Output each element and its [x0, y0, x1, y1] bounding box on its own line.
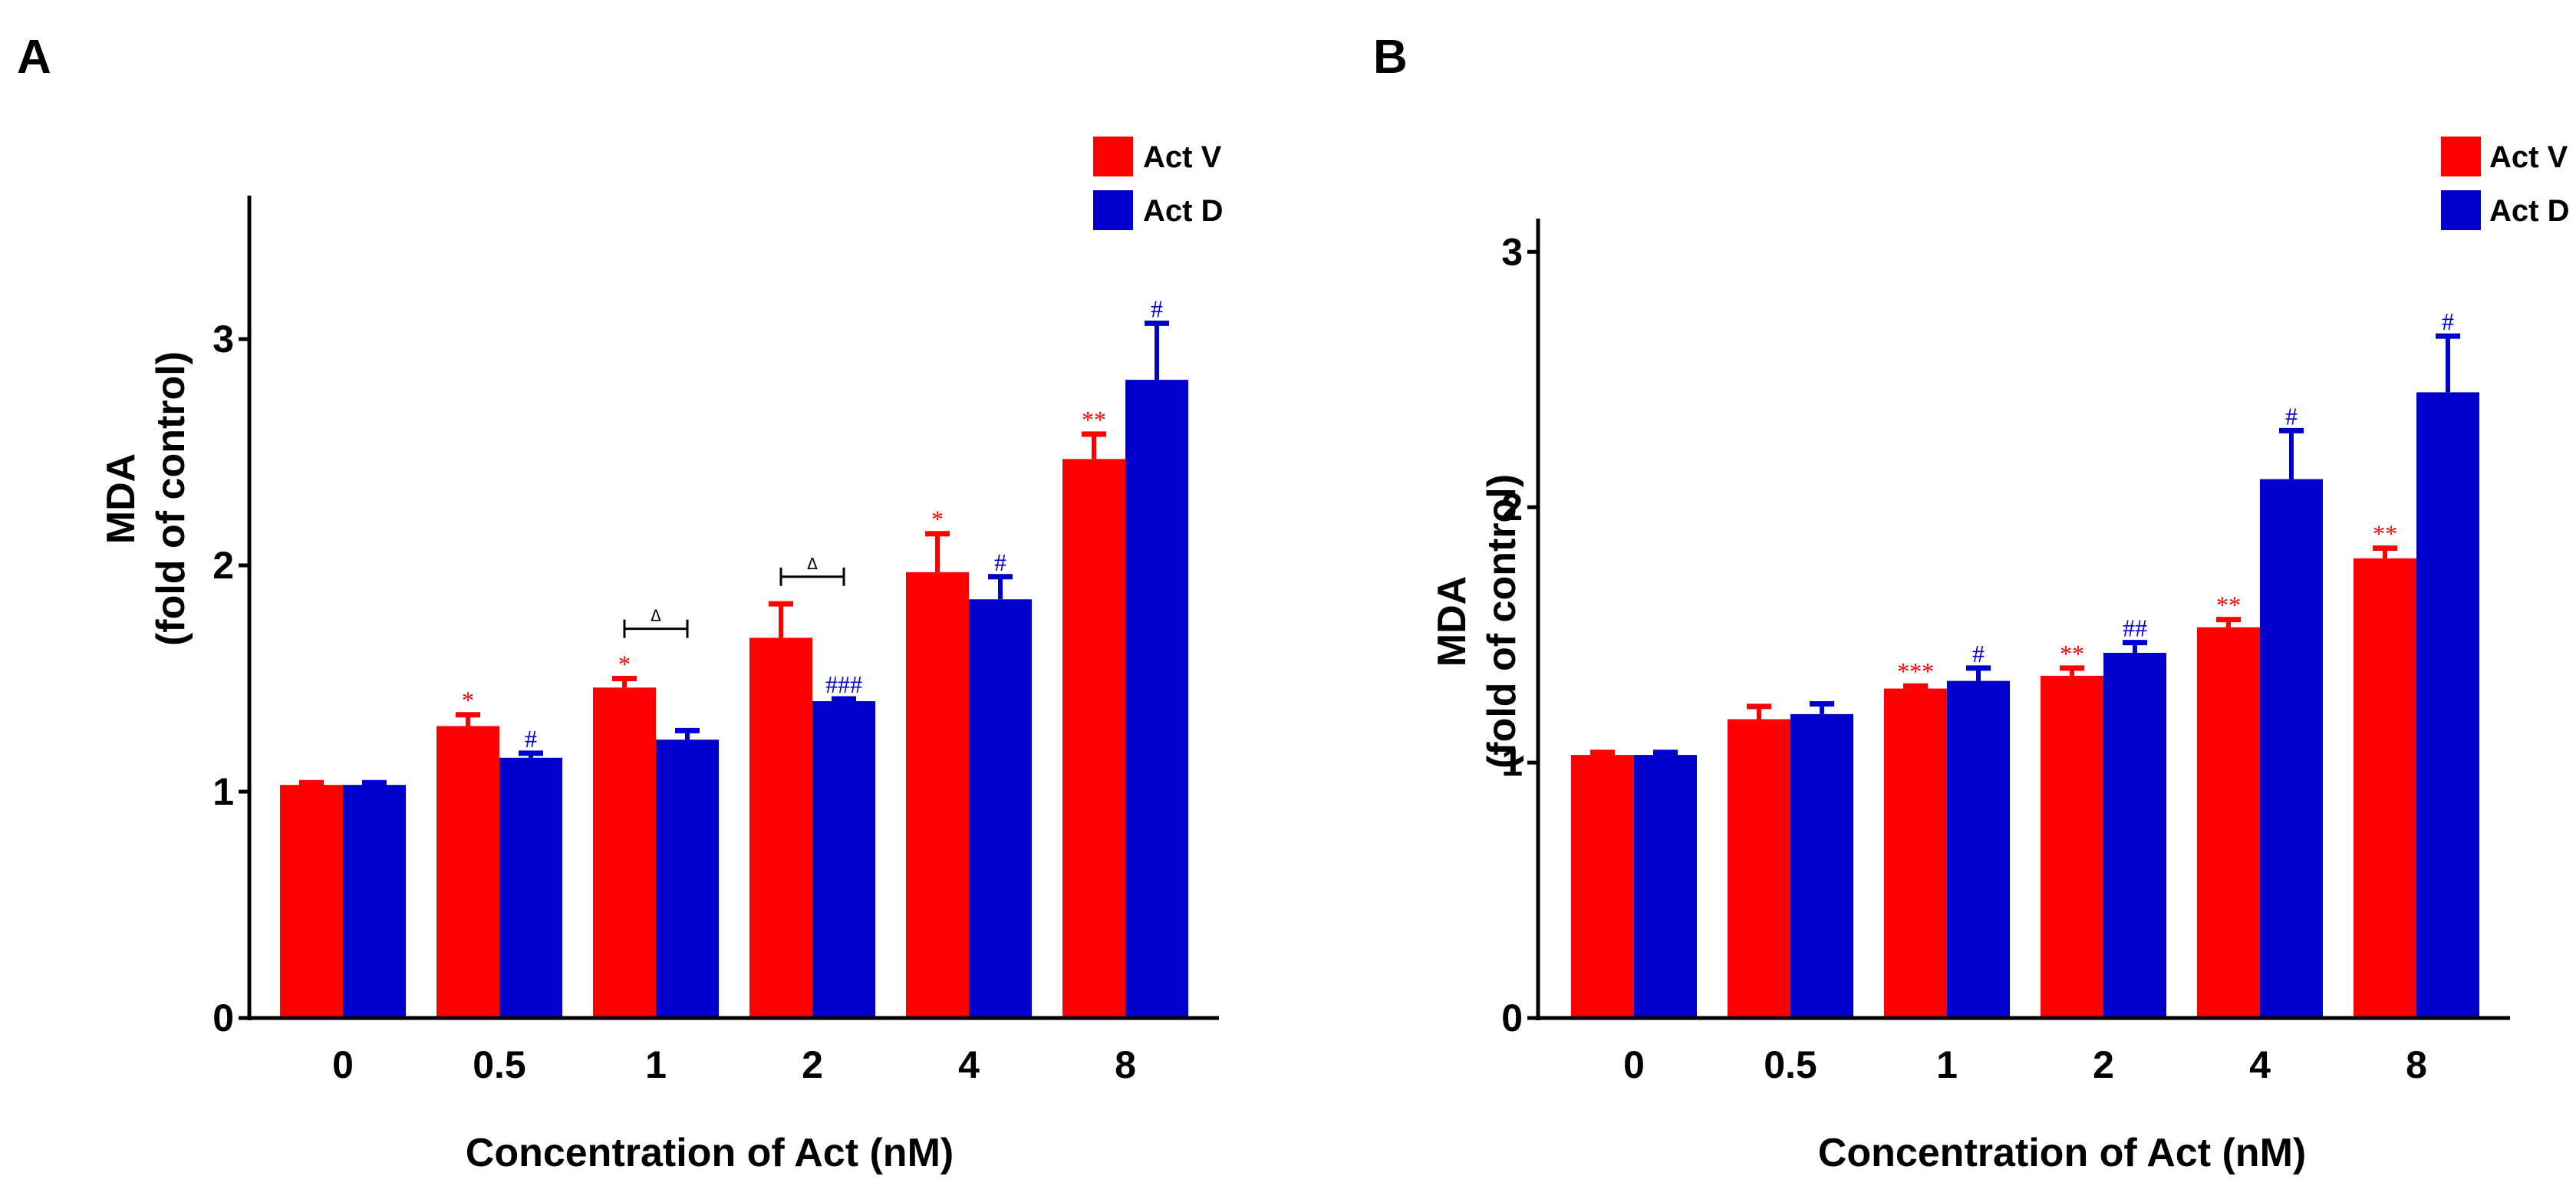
panel-a-xtick-label-1: 1 — [645, 1043, 667, 1086]
panel-a-sig-act-d-4: # — [994, 549, 1006, 576]
panel-b-ytick-label-1: 1 — [1501, 741, 1523, 784]
panel-b-bar-act-d-8 — [2416, 392, 2479, 1018]
panel-b-xtick-label-4: 4 — [2249, 1043, 2271, 1086]
panel-a-bar-act-d-0 — [343, 785, 406, 1018]
panel-a-sig-act-v-8: ** — [1082, 406, 1106, 433]
panel-a-ytick-label-3: 3 — [212, 318, 234, 361]
panel-a-bar-act-v-1 — [593, 687, 656, 1018]
panel-b: B MDA (fold of control) Concentration of… — [1373, 31, 2569, 1175]
panel-b-bar-act-d-0.5 — [1790, 713, 1853, 1018]
panel-b-sig-act-v-4: ** — [2216, 591, 2241, 619]
panel-b-bar-act-v-0 — [1571, 755, 1634, 1018]
panel-a-bar-act-d-2 — [812, 701, 875, 1018]
panel-b-xlabel: Concentration of Act (nM) — [1818, 1131, 2306, 1175]
panel-a-legend-swatch-1 — [1093, 190, 1133, 230]
panel-b-xtick-label-2: 2 — [2093, 1043, 2114, 1086]
panel-b-bar-act-d-4 — [2260, 479, 2323, 1018]
panel-a-bracket-0-label: Δ — [651, 607, 661, 625]
panel-b-ylabel-line2: (fold of control) — [1480, 474, 1524, 769]
panel-b-bar-act-v-2 — [2041, 675, 2103, 1018]
panel-a-bar-act-v-0 — [280, 785, 343, 1018]
panel-a-bar-act-v-0.5 — [436, 726, 499, 1018]
panel-b-ytick-label-2: 2 — [1501, 486, 1523, 529]
panel-b-legend-swatch-1 — [2441, 190, 2481, 230]
panel-a-bar-act-v-2 — [749, 637, 812, 1018]
panel-b-bar-act-v-1 — [1884, 688, 1947, 1018]
panel-a-bar-act-d-4 — [969, 599, 1032, 1018]
panel-a-xtick-label-2: 2 — [802, 1043, 823, 1086]
panel-a-ytick-label-1: 1 — [212, 770, 234, 813]
panel-b-sig-act-d-1: # — [1972, 640, 1985, 667]
panel-a-ylabel-line2: (fold of control) — [149, 351, 193, 646]
panel-a-sig-act-d-0.5: # — [525, 725, 537, 753]
panel-a-bar-act-d-1 — [656, 740, 719, 1018]
panel-b-sig-act-v-2: ** — [2060, 640, 2084, 667]
panel-a-bracket-1-label: Δ — [807, 555, 818, 573]
panel-a-bar-act-d-0.5 — [499, 757, 562, 1018]
panel-b-sig-act-d-8: # — [2442, 308, 2454, 335]
panel-b-xtick-label-8: 8 — [2406, 1043, 2427, 1086]
panel-b-sig-act-d-4: # — [2285, 402, 2298, 430]
panel-b-ytick-label-3: 3 — [1501, 230, 1523, 273]
panel-a-sig-act-d-8: # — [1151, 295, 1163, 322]
panel-a-bar-act-v-4 — [906, 572, 969, 1018]
panel-a-xtick-label-0.5: 0.5 — [473, 1043, 526, 1086]
panel-b-xtick-label-0.5: 0.5 — [1764, 1043, 1817, 1086]
panel-a-bar-act-d-8 — [1125, 380, 1188, 1019]
panel-b-legend-swatch-0 — [2441, 137, 2481, 176]
panel-b-bar-act-v-8 — [2354, 558, 2416, 1018]
panel-b-sig-act-d-2: ## — [2123, 614, 2147, 642]
panel-b-bar-act-d-1 — [1947, 680, 2010, 1018]
panel-a-letter: A — [17, 31, 51, 84]
panel-a: A MDA (fold of control) Concentration of… — [17, 31, 1223, 1175]
panel-a-xtick-label-4: 4 — [958, 1043, 980, 1086]
panel-a-ytick-label-2: 2 — [212, 544, 234, 587]
panel-b-bar-act-v-0.5 — [1728, 719, 1790, 1018]
panel-b-sig-act-v-8: ** — [2373, 519, 2397, 547]
panel-a-xtick-label-8: 8 — [1115, 1043, 1136, 1086]
panel-a-legend-label-1: Act D — [1143, 194, 1223, 228]
panel-b-xtick-label-0: 0 — [1623, 1043, 1645, 1086]
panel-a-xlabel: Concentration of Act (nM) — [466, 1131, 954, 1175]
panel-a-xtick-label-0: 0 — [332, 1043, 354, 1086]
panel-b-legend-label-0: Act V — [2489, 140, 2568, 174]
panel-b-ylabel-line1: MDA — [1430, 576, 1474, 667]
panel-b-bar-act-d-2 — [2103, 652, 2166, 1018]
panel-a-ytick-label-0: 0 — [212, 997, 234, 1039]
panel-b-bar-act-v-4 — [2197, 627, 2260, 1018]
panel-b-ytick-label-0: 0 — [1501, 997, 1523, 1039]
panel-b-legend-label-1: Act D — [2489, 194, 2569, 228]
panel-a-sig-act-v-1: * — [618, 651, 631, 678]
panel-a-sig-act-v-4: * — [931, 506, 944, 533]
panel-b-letter: B — [1373, 31, 1408, 84]
panel-a-sig-act-v-0.5: * — [462, 687, 474, 714]
panel-a-legend-label-0: Act V — [1143, 140, 1222, 174]
panel-b-sig-act-v-1: *** — [1897, 657, 1934, 685]
panel-a-ylabel-line1: MDA — [99, 453, 143, 544]
panel-a-legend-swatch-0 — [1093, 137, 1133, 176]
panel-a-bar-act-v-8 — [1062, 459, 1125, 1018]
panel-b-xtick-label-1: 1 — [1936, 1043, 1958, 1086]
panel-a-sig-act-d-2: ### — [825, 670, 862, 698]
panel-b-bar-act-d-0 — [1634, 755, 1697, 1018]
